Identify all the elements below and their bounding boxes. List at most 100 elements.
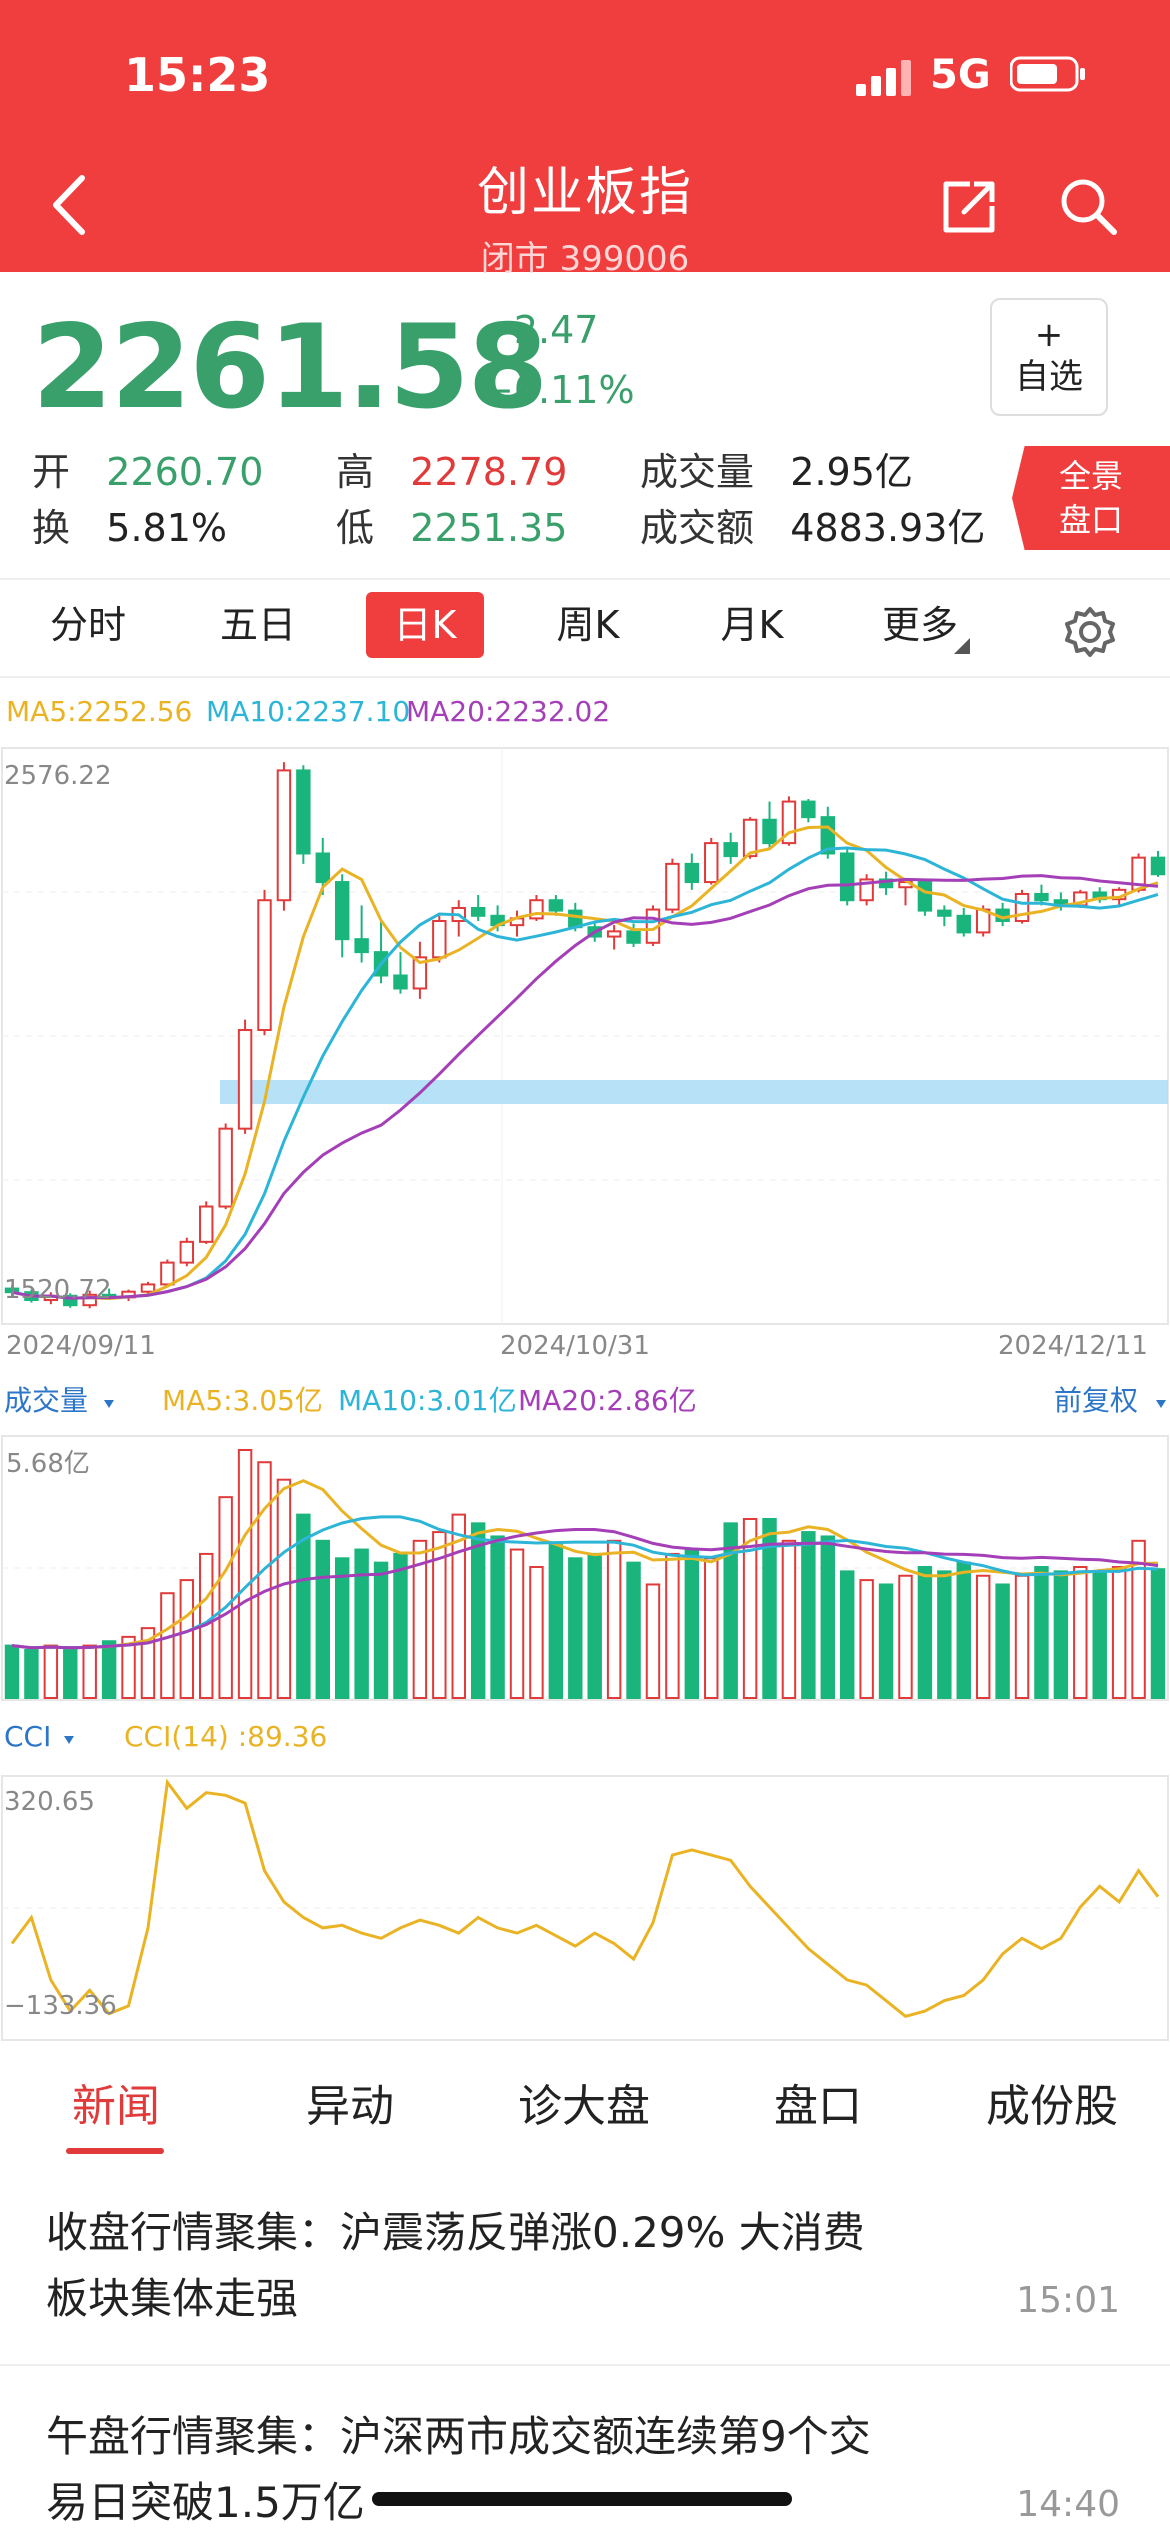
open-label: 开 bbox=[32, 450, 71, 494]
candle bbox=[432, 919, 447, 959]
tab-order-book[interactable]: 盘口 bbox=[774, 2081, 862, 2132]
search-icon[interactable] bbox=[1058, 176, 1118, 236]
volume-bar bbox=[1053, 1570, 1069, 1700]
candle bbox=[63, 1294, 78, 1307]
candle bbox=[276, 769, 292, 902]
panorama-line2: 盘口 bbox=[1058, 501, 1123, 539]
volume-bar bbox=[975, 1574, 991, 1699]
tab-more[interactable]: 更多 bbox=[881, 603, 958, 647]
volume-bar bbox=[1111, 1566, 1127, 1700]
last-price: 2261.58 bbox=[32, 300, 548, 435]
turnover-label: 换 bbox=[32, 506, 71, 550]
candle bbox=[742, 818, 758, 858]
volume-bar bbox=[43, 1644, 59, 1700]
cci-value-legend: CCI(14) :89.36 bbox=[124, 1720, 327, 1753]
price-min-label: 1520.72 bbox=[4, 1275, 112, 1305]
tab-movement[interactable]: 异动 bbox=[306, 2081, 394, 2132]
cci-line-group bbox=[10, 1778, 1160, 2018]
volume-bar bbox=[276, 1478, 292, 1699]
volume-bar bbox=[101, 1640, 117, 1700]
chart-area[interactable]: MA5:2252.56 MA10:2237.10 MA20:2232.02 25… bbox=[0, 680, 1170, 2050]
volume-bar bbox=[1150, 1568, 1166, 1700]
tab-weekly-k[interactable]: 周K bbox=[556, 603, 620, 647]
volume-bar bbox=[568, 1557, 583, 1699]
tab-daily-k[interactable]: 日K bbox=[366, 592, 484, 658]
back-icon[interactable] bbox=[40, 170, 100, 240]
ma20-legend: MA20:2232.02 bbox=[406, 695, 610, 728]
candle bbox=[412, 956, 428, 990]
volume-bar bbox=[781, 1539, 797, 1699]
candle bbox=[840, 852, 855, 902]
settings-gear-icon[interactable] bbox=[1064, 606, 1116, 658]
plus-icon: + bbox=[1034, 315, 1064, 355]
cci-legend-label[interactable]: CCI bbox=[4, 1720, 51, 1753]
volume-bar bbox=[63, 1648, 78, 1699]
vol-ma10-line bbox=[11, 1515, 1159, 1650]
volume-bar bbox=[218, 1496, 233, 1699]
title-block: 创业板指 闭市 399006 bbox=[0, 150, 1170, 280]
volume-bar bbox=[490, 1535, 505, 1699]
volume-bar bbox=[606, 1539, 622, 1699]
page-title: 创业板指 bbox=[476, 163, 693, 223]
stats-col-1: 开 2260.70 换 5.81% bbox=[32, 444, 263, 556]
volume-bar bbox=[237, 1449, 253, 1699]
volume-bar bbox=[140, 1627, 156, 1700]
panorama-button[interactable]: 全景 盘口 bbox=[1012, 446, 1170, 550]
vol-ma20-legend: MA20:2.86亿 bbox=[518, 1384, 697, 1417]
news-item-title[interactable]: 午盘行情聚集：沪深两市成交额连续第9个交易日突破1.5万亿 bbox=[46, 2412, 871, 2527]
low-value: 2251.35 bbox=[410, 506, 568, 550]
volume-bar bbox=[529, 1566, 544, 1700]
network-label: 5G bbox=[930, 52, 991, 98]
volume-bar bbox=[723, 1522, 738, 1699]
tab-intraday[interactable]: 分时 bbox=[49, 603, 126, 647]
news-item-time: 14:40 bbox=[1016, 2484, 1120, 2525]
news-item-time: 15:01 bbox=[1016, 2280, 1120, 2321]
candle bbox=[393, 974, 408, 990]
tab-market-diagnosis[interactable]: 诊大盘 bbox=[518, 2081, 650, 2132]
tab-monthly-k[interactable]: 月K bbox=[720, 603, 784, 647]
volume-bar bbox=[4, 1644, 20, 1700]
divider bbox=[0, 2364, 1170, 2366]
volume-bars-group bbox=[4, 1449, 1166, 1700]
candle bbox=[82, 1293, 97, 1307]
volume-bar bbox=[995, 1583, 1010, 1700]
candle bbox=[956, 914, 971, 934]
candle bbox=[179, 1240, 195, 1264]
volume-legend-label[interactable]: 成交量 bbox=[4, 1384, 88, 1417]
volume-bar bbox=[334, 1557, 350, 1699]
stats-col-2: 高 2278.79 低 2251.35 bbox=[336, 444, 567, 556]
vol-ma5-legend: MA5:3.05亿 bbox=[162, 1384, 323, 1417]
volume-bar bbox=[548, 1544, 564, 1699]
cci-line bbox=[10, 1778, 1160, 2018]
candle bbox=[937, 909, 952, 917]
amount-label: 成交额 bbox=[640, 506, 755, 550]
news-item-title[interactable]: 收盘行情聚集：沪震荡反弹涨0.29% 大消费板块集体走强 bbox=[46, 2208, 865, 2323]
volume-bar bbox=[179, 1579, 195, 1699]
candle bbox=[199, 1205, 214, 1243]
volume-bar bbox=[704, 1557, 719, 1699]
tab-five-day[interactable]: 五日 bbox=[219, 603, 296, 647]
volume-bar bbox=[762, 1517, 777, 1699]
adjust-type-label[interactable]: 前复权 bbox=[1054, 1384, 1138, 1417]
ma10-legend: MA10:2237.10 bbox=[206, 695, 410, 728]
volume-bar bbox=[665, 1552, 680, 1699]
candle bbox=[1034, 892, 1049, 902]
volume-bar bbox=[937, 1570, 952, 1700]
volume-bar bbox=[82, 1644, 97, 1700]
volume-bar bbox=[393, 1552, 408, 1699]
status-time: 15:23 bbox=[124, 48, 271, 102]
share-icon[interactable] bbox=[940, 178, 998, 236]
volume-bar bbox=[451, 1513, 466, 1699]
volume-bar bbox=[121, 1635, 136, 1699]
ma20-line bbox=[11, 874, 1159, 1300]
volume-dropdown-icon bbox=[104, 1400, 114, 1408]
open-value: 2260.70 bbox=[106, 450, 264, 494]
vol-ma5-line bbox=[11, 1479, 1159, 1650]
candle bbox=[296, 769, 311, 855]
cci-panel-frame bbox=[1, 1775, 1169, 2041]
tab-news[interactable]: 新闻 bbox=[72, 2081, 160, 2132]
volume-bar bbox=[354, 1548, 369, 1700]
add-watchlist-button[interactable]: + 自选 bbox=[990, 298, 1108, 416]
tab-constituents[interactable]: 成份股 bbox=[986, 2081, 1118, 2132]
volume-bar bbox=[859, 1579, 874, 1699]
